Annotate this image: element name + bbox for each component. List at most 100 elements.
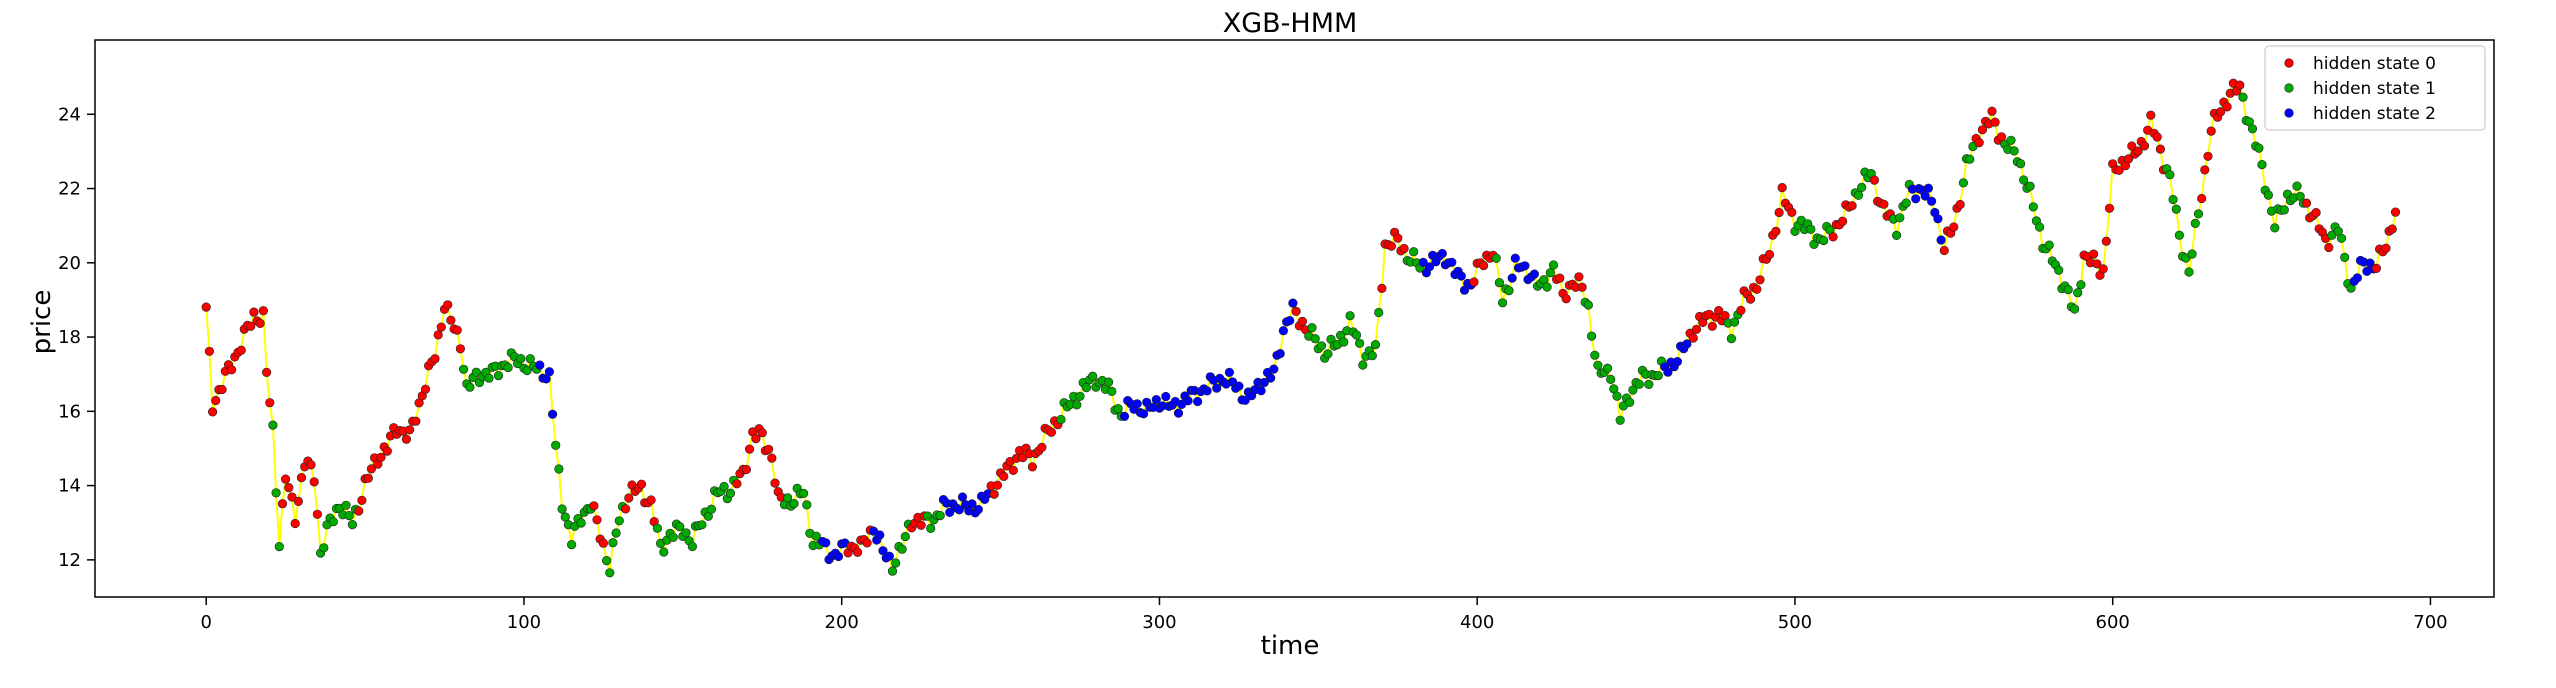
hidden-state-1-point [2044,240,2054,250]
hidden-state-0-point [2104,203,2115,213]
hidden-state-2-point [1234,381,1244,391]
hidden-state-2-point [2352,273,2362,283]
hidden-state-2-point [1256,386,1266,396]
hidden-state-1-point [1857,182,1867,192]
hidden-state-0-point [265,398,275,408]
hidden-state-0-point [1869,175,1879,185]
hidden-state-0-point [1297,316,1307,327]
y-tick-label: 24 [58,104,81,125]
hidden-state-1-point [668,532,678,542]
hidden-state-2-point [967,499,977,509]
legend-label: hidden state 2 [2313,104,2436,124]
hidden-state-1-point [1491,253,1501,263]
hidden-state-1-point [471,367,481,377]
hidden-state-0-point [592,515,602,525]
hidden-state-2-point [1192,396,1203,407]
x-tick-label: 700 [2413,612,2447,633]
hidden-state-0-point [2127,141,2137,151]
hidden-state-1-point [783,493,793,503]
hidden-state-2-point [1138,409,1149,419]
hidden-state-1-point [891,558,901,568]
hidden-state-0-point [1037,442,1047,453]
hidden-state-2-point [1132,399,1142,409]
hidden-state-2-point [1119,411,1130,422]
hidden-state-1-point [2025,181,2035,191]
hidden-state-0-point [2371,263,2381,274]
hidden-state-1-point [1056,414,1066,425]
hidden-state-1-point [557,504,567,514]
hidden-state-0-point [1949,222,1959,232]
hidden-state-1-point [1818,235,1829,246]
hidden-state-0-point [312,509,323,519]
hidden-state-0-point [1377,283,1387,294]
hidden-state-0-point [2155,144,2165,154]
hidden-state-2-point [1240,395,1250,405]
hidden-state-0-point [767,453,777,463]
hidden-state-0-point [636,479,647,489]
hidden-state-2-point [1936,235,1946,245]
hidden-state-0-point [455,344,466,354]
hidden-state-1-point [551,440,561,450]
hidden-state-2-point [954,505,964,515]
hidden-state-2-point [1456,271,1466,281]
hidden-state-0-point [2197,193,2207,204]
hidden-state-2-point [945,507,955,518]
axes-layer: 0 100 200 300 400 500 600 700 12 14 16 18 20 22 24 [58,39,2495,633]
hidden-state-1-point [2254,143,2264,153]
hidden-state-0-point [1386,241,1396,251]
hidden-state-1-point [2006,135,2016,145]
chart-title: XGB-HMM [1223,8,1358,39]
hidden-state-1-point [935,510,945,521]
hidden-state-0-point [2133,146,2143,156]
hidden-state-1-point [2279,205,2289,215]
hidden-state-0-point [620,504,631,514]
hidden-state-1-point [2054,265,2064,275]
hidden-state-2-point [1520,261,1530,271]
hidden-state-1-point [2184,267,2194,277]
hidden-state-1-point [2070,304,2080,314]
hidden-state-1-point [2238,92,2248,102]
hidden-state-1-point [1494,278,1504,288]
hidden-state-1-point [1504,286,1514,296]
hidden-state-0-point [1755,275,1765,285]
hidden-state-0-point [204,346,214,356]
hidden-state-0-point [405,425,415,435]
hidden-state-2-point [535,360,545,370]
hidden-state-1-point [1726,334,1736,344]
plot-frame [94,39,2495,598]
hidden-state-0-point [2098,264,2108,274]
hidden-state-0-point [1561,294,1571,304]
hidden-state-1-point [1374,307,1384,318]
legend-box [2264,45,2486,131]
hidden-state-2-point [1507,273,1517,283]
hidden-state-0-point [1990,117,2000,127]
hidden-state-0-point [763,444,774,454]
hidden-state-1-point [1891,230,1902,240]
hidden-state-2-point [1418,257,1428,268]
hidden-state-2-point [1275,349,1285,359]
hidden-state-2-point [875,530,885,540]
hidden-state-0-point [999,471,1009,482]
legend-marker [2284,58,2294,68]
hidden-state-0-point [255,318,265,329]
hidden-state-1-point [652,523,663,533]
hidden-state-1-point [697,520,707,530]
legend-marker [2284,108,2294,118]
hidden-state-0-point [589,501,599,511]
hidden-state-1-point [1606,374,1616,385]
hidden-state-0-point [1008,465,1018,476]
hidden-state-1-point [576,518,586,528]
hidden-state-1-point [608,538,618,548]
x-tick-label: 100 [507,612,541,633]
hidden-state-0-point [284,483,294,493]
hidden-state-1-point [1323,349,1333,359]
hidden-state-2-point [544,367,555,377]
hidden-state-2-point [1437,248,1447,259]
hidden-state-1-point [2270,223,2280,233]
hidden-state-0-point [208,407,218,417]
y-tick-label: 18 [58,327,81,348]
hidden-state-0-point [1691,324,1702,334]
hidden-state-0-point [433,330,443,340]
hidden-state-0-point [2311,208,2321,218]
hidden-state-0-point [1955,199,1965,210]
